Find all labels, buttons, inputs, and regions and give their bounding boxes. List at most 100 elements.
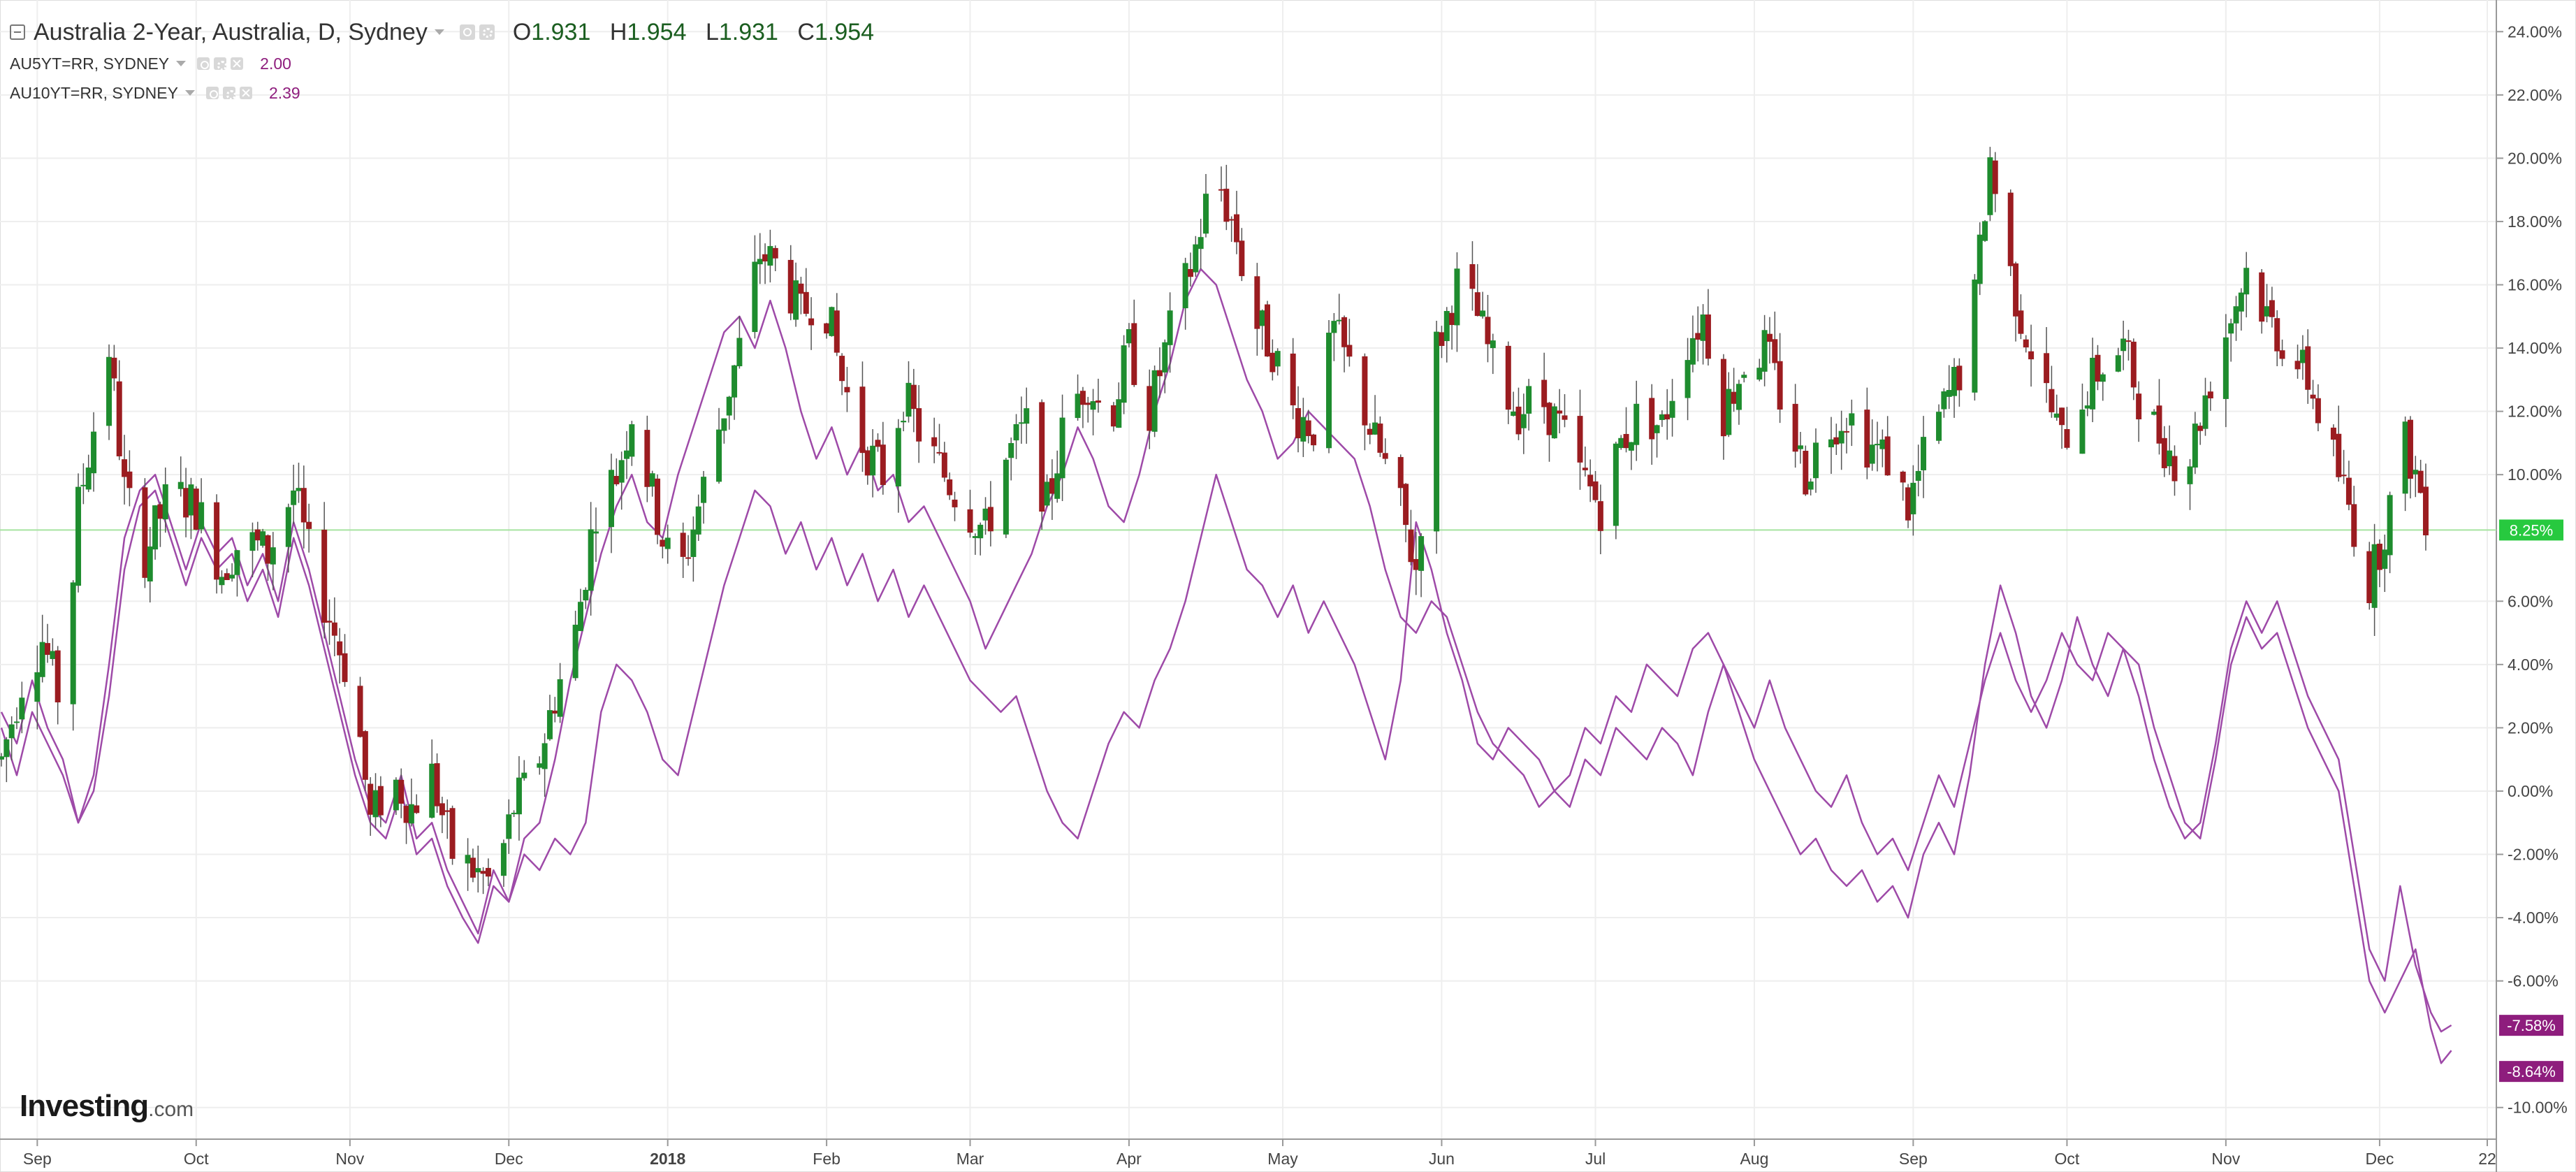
price-badge xyxy=(2499,1061,2563,1083)
candle-body xyxy=(1941,391,1947,410)
candle-body xyxy=(475,868,481,873)
candle-body xyxy=(198,502,205,530)
candle-body xyxy=(1592,481,1599,500)
candle-body xyxy=(480,871,486,874)
close-icon[interactable] xyxy=(231,57,244,70)
candle-body xyxy=(2238,292,2244,312)
candle-body xyxy=(1884,436,1891,476)
candle-body xyxy=(2084,405,2090,409)
close-value: 1.954 xyxy=(814,18,875,45)
candle-body xyxy=(1003,459,1009,535)
candle-body xyxy=(1362,356,1368,426)
candle-body xyxy=(736,338,743,367)
candle-body xyxy=(695,506,701,535)
candle-body xyxy=(3,739,10,758)
candle-body xyxy=(2233,306,2239,324)
candle-body xyxy=(844,386,850,393)
candle-body xyxy=(2059,407,2065,426)
candle-body xyxy=(1202,194,1209,234)
collapse-legend-button[interactable] xyxy=(10,24,25,40)
instrument-title[interactable]: Australia 2-Year, Australia, D, Sydney xyxy=(34,18,428,45)
candle-body xyxy=(987,507,994,532)
y-tick-label: -2.00% xyxy=(2508,846,2559,864)
gear-icon[interactable] xyxy=(214,57,228,71)
candle-body xyxy=(1695,333,1701,340)
candle-body xyxy=(1741,375,1747,378)
candle-body xyxy=(1879,439,1886,449)
candle-body xyxy=(1049,478,1055,494)
compare-series-label[interactable]: AU5YT=RR, SYDNEY xyxy=(10,54,170,73)
eye-icon[interactable] xyxy=(459,24,475,40)
candle-body xyxy=(2345,477,2352,505)
candle-body xyxy=(1024,408,1030,424)
candle-body xyxy=(1731,391,1737,404)
candle-body xyxy=(1797,445,1803,449)
chevron-down-icon[interactable] xyxy=(184,90,195,96)
candle-body xyxy=(2305,346,2311,390)
candle-body xyxy=(880,444,886,485)
candle-body xyxy=(2330,427,2336,440)
candle-body xyxy=(757,259,763,265)
y-tick-label: 4.00% xyxy=(2508,656,2553,674)
candle-body xyxy=(2371,544,2378,608)
x-tick-label: Jul xyxy=(1585,1150,1606,1168)
price-badge-label: -7.58% xyxy=(2507,1017,2556,1034)
candle-body xyxy=(1541,379,1548,407)
chevron-down-icon[interactable] xyxy=(434,29,444,35)
candle-body xyxy=(2064,428,2070,448)
candle-body xyxy=(1905,487,1912,521)
candle-body xyxy=(1259,310,1265,326)
candle-body xyxy=(1828,439,1834,448)
gear-icon[interactable] xyxy=(479,24,495,40)
candle-body xyxy=(372,790,379,818)
candle-body xyxy=(1577,416,1583,463)
eye-icon[interactable] xyxy=(205,87,219,99)
gear-icon[interactable] xyxy=(222,87,236,100)
candle-body xyxy=(1274,351,1281,367)
candle-body xyxy=(306,521,312,529)
candle-body xyxy=(2259,272,2265,322)
candle-body xyxy=(982,508,989,521)
candle-body xyxy=(1182,263,1188,309)
candle-body xyxy=(1162,342,1168,372)
x-tick-label: Dec xyxy=(495,1150,523,1168)
candle-body xyxy=(936,451,943,454)
candle-body xyxy=(1587,475,1594,486)
candle-body xyxy=(2125,340,2132,342)
y-tick-label: -6.00% xyxy=(2508,972,2559,990)
candle-body xyxy=(2049,389,2055,412)
candle-body xyxy=(485,867,491,877)
x-tick-label: Dec xyxy=(2365,1150,2394,1168)
candle-body xyxy=(270,547,276,565)
close-icon[interactable] xyxy=(239,87,252,99)
candle-body xyxy=(1623,433,1629,449)
candle-body xyxy=(75,486,82,586)
axis-lines xyxy=(0,0,2497,1172)
candle-body xyxy=(2192,424,2198,468)
candle-body xyxy=(449,808,456,859)
candle-body xyxy=(1454,268,1460,326)
candle-body xyxy=(2413,470,2419,475)
candle-body xyxy=(1664,414,1671,420)
candle-body xyxy=(808,318,815,326)
compare-series-label[interactable]: AU10YT=RR, SYDNEY xyxy=(10,83,178,102)
candle-body xyxy=(701,477,707,503)
candle-body xyxy=(859,386,866,454)
candle-body xyxy=(1311,434,1317,446)
candle-body xyxy=(947,479,953,495)
candle-body xyxy=(265,535,271,564)
candle-body xyxy=(2044,353,2050,384)
candle-body xyxy=(762,254,769,262)
candle-body xyxy=(1951,366,1958,396)
chevron-down-icon[interactable] xyxy=(176,61,187,66)
candle-body xyxy=(1720,359,1726,437)
candle-body xyxy=(219,577,225,586)
candle-body xyxy=(1079,391,1086,405)
candle-body xyxy=(1843,431,1849,433)
au10yt-line xyxy=(0,473,2452,1033)
candle-body xyxy=(2095,354,2101,382)
candle-body xyxy=(39,642,45,677)
eye-icon[interactable] xyxy=(197,57,210,70)
